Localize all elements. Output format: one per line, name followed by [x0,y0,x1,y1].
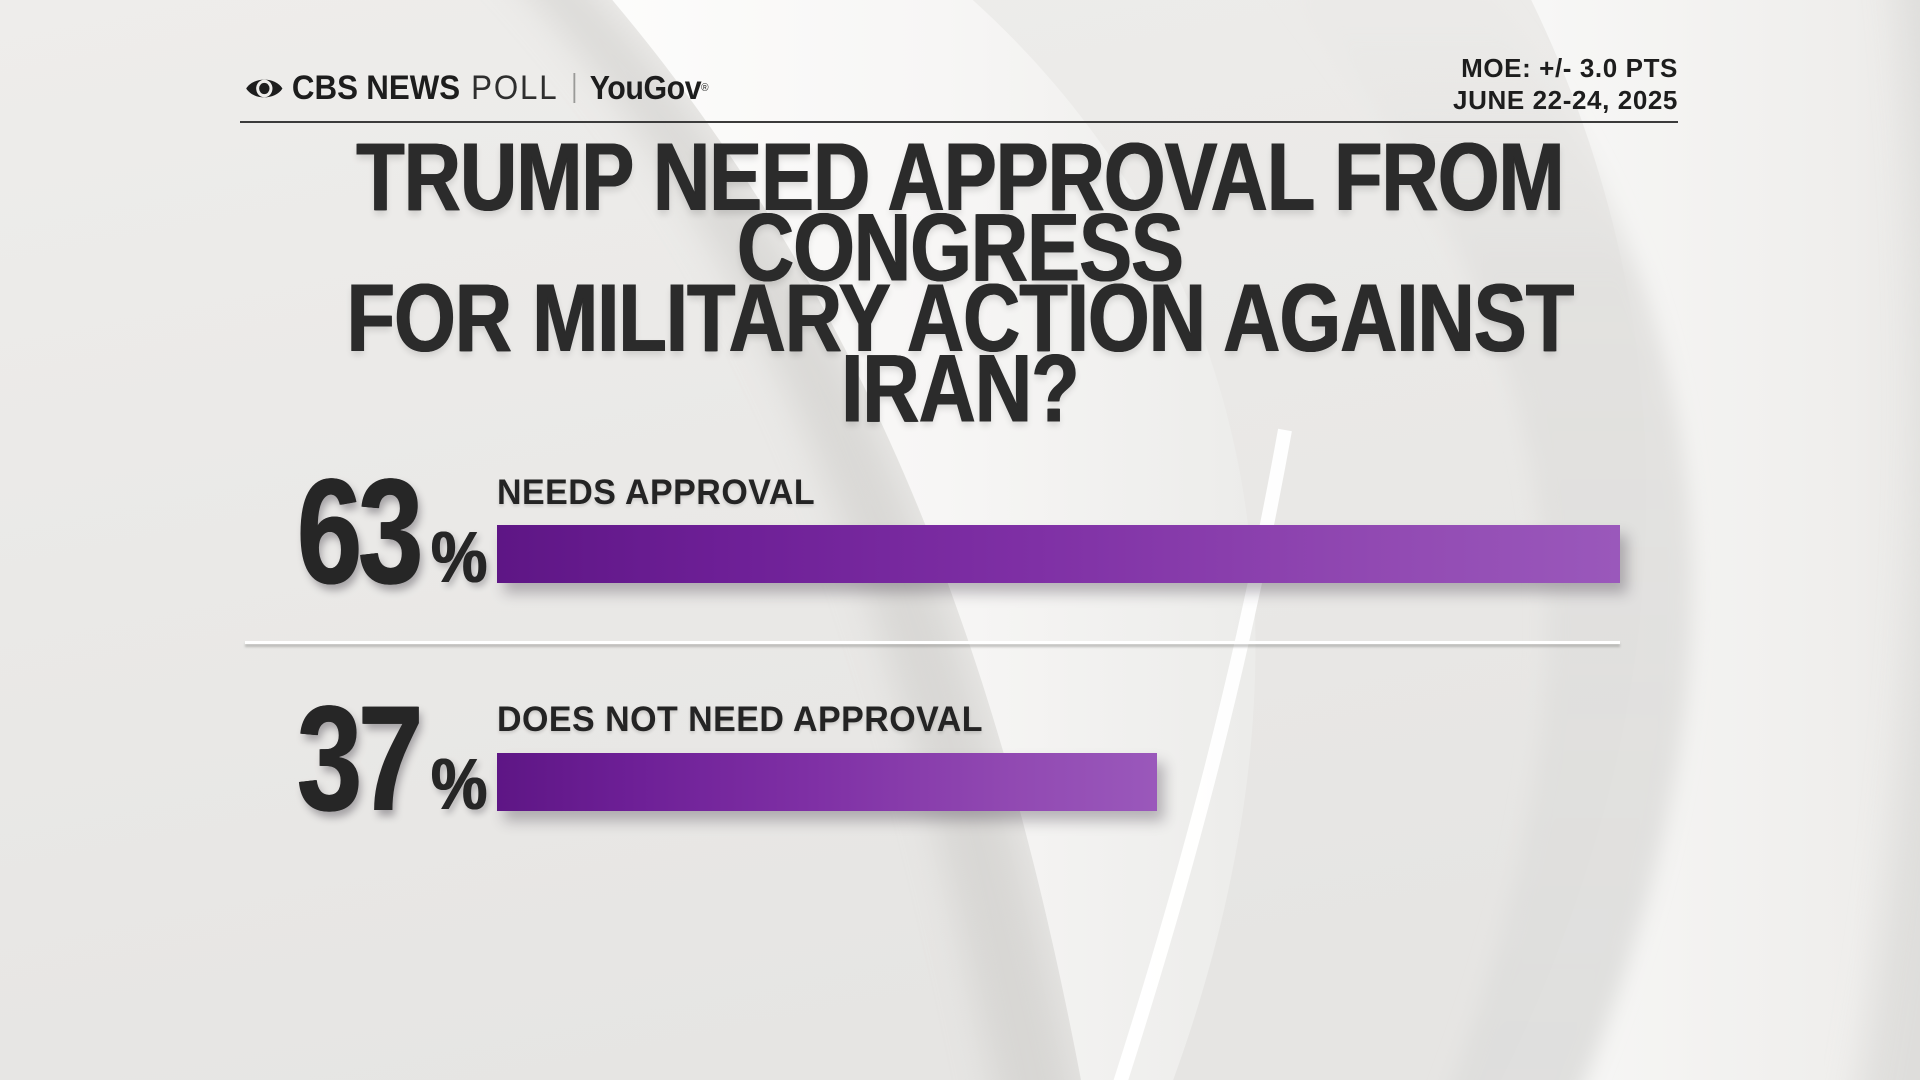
label-does-not-need-approval: DOES NOT NEED APPROVAL [497,700,984,739]
header-rule [240,121,1678,123]
registered-trademark-symbol: ® [701,82,709,94]
percent-sign-does-not-need-approval: % [431,745,488,825]
value-does-not-need-approval: 37 [297,674,423,842]
label-needs-approval: NEEDS APPROVAL [497,473,816,512]
row-divider [245,641,1620,644]
logo-cbs-text: CBS [291,68,358,107]
logo-poll-text: POLL [471,68,559,107]
logo-separator [573,73,576,103]
bar-does-not-need-approval [497,753,1157,811]
chart-title-line1: TRUMP NEED APPROVAL FROM CONGRESS [356,124,1564,302]
logo-yougov-text: YouGov [589,69,702,106]
cbs-news-poll-logo: CBS NEWS POLL YouGov ® [245,68,709,108]
percent-sign-needs-approval: % [431,518,488,598]
moe-text: MOE: +/- 3.0 PTS [1461,53,1678,83]
cbs-eye-icon [246,79,283,97]
bar-needs-approval [497,525,1620,583]
value-needs-approval: 63 [297,447,423,615]
chart-title: TRUMP NEED APPROVAL FROM CONGRESS FOR MI… [341,124,1579,443]
poll-date: JUNE 22-24, 2025 [1453,85,1678,115]
logo-news-text: NEWS [366,68,461,107]
chart-title-line2: FOR MILITARY ACTION AGAINST IRAN? [346,264,1574,443]
poll-meta: MOE: +/- 3.0 PTS JUNE 22-24, 2025 [1453,52,1678,116]
